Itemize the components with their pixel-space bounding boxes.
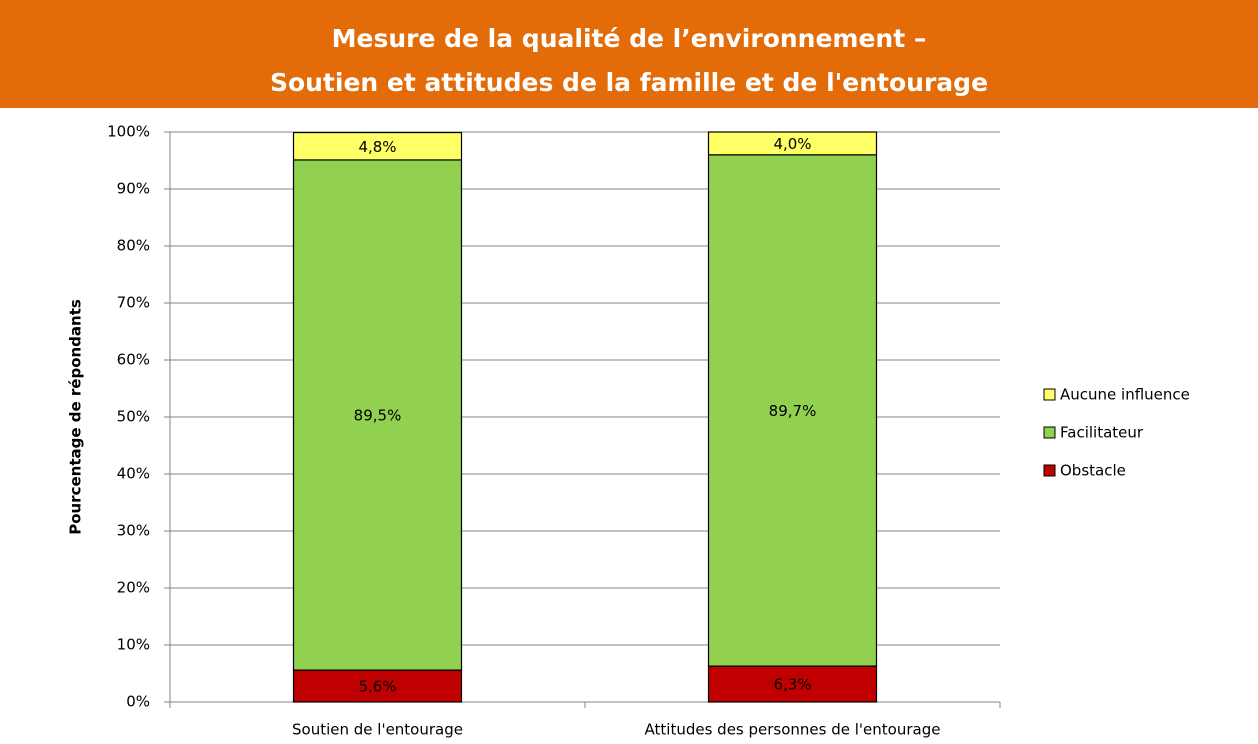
y-axis-title: Pourcentage de répondants [67, 299, 85, 535]
data-label: 5,6% [358, 678, 396, 696]
legend-label: Obstacle [1060, 462, 1126, 480]
bar-segment [707, 131, 878, 156]
bar-segment [707, 154, 878, 667]
data-label: 6,3% [773, 676, 811, 694]
chart-title: Soutien et attitudes de la famille et de… [270, 68, 988, 97]
y-tick-label: 20% [117, 579, 150, 597]
title-banner [0, 0, 1258, 108]
legend-swatch [1043, 464, 1056, 477]
y-tick-label: 10% [117, 636, 150, 654]
chart-title: Mesure de la qualité de l’environnement … [332, 24, 927, 53]
data-label: 4,0% [773, 135, 811, 153]
x-tick-label: Attitudes des personnes de l'entourage [645, 721, 941, 739]
legend-swatch [1043, 388, 1056, 401]
legend-label: Facilitateur [1060, 424, 1144, 442]
y-tick-label: 50% [117, 408, 150, 426]
legend-swatch [1043, 426, 1056, 439]
bar-segment [292, 131, 463, 161]
y-tick-label: 70% [117, 294, 150, 312]
y-tick-label: 0% [126, 693, 150, 711]
data-label: 4,8% [358, 138, 396, 156]
legend-label: Aucune influence [1060, 386, 1190, 404]
y-tick-label: 30% [117, 522, 150, 540]
data-label: 89,7% [769, 402, 817, 420]
y-tick-label: 80% [117, 237, 150, 255]
y-tick-label: 60% [117, 351, 150, 369]
y-tick-label: 90% [117, 180, 150, 198]
y-tick-label: 40% [117, 465, 150, 483]
bar-segment [292, 669, 463, 703]
data-label: 89,5% [354, 407, 402, 425]
y-tick-label: 100% [107, 123, 150, 141]
bar-segment [292, 159, 463, 671]
x-tick-label: Soutien de l'entourage [292, 721, 463, 739]
